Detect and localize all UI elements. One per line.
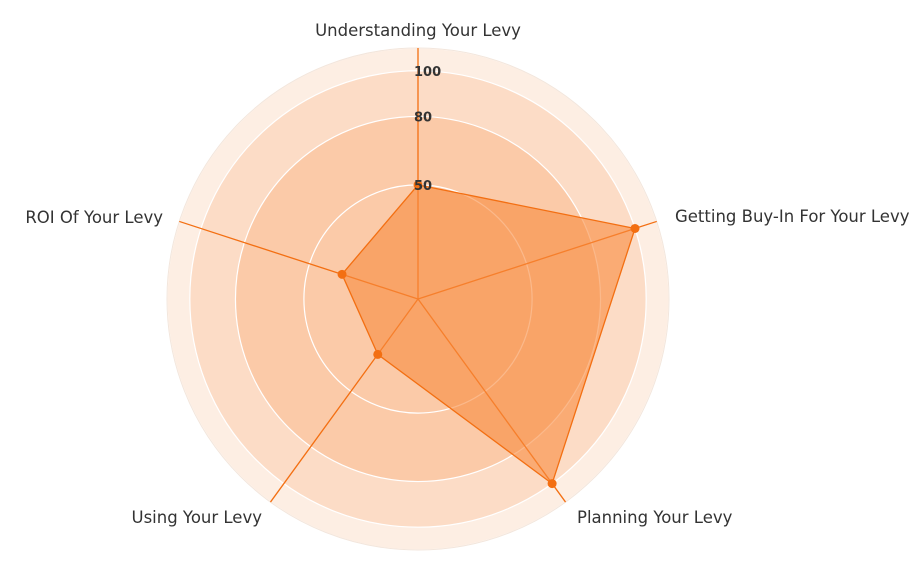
radial-tick-label: 100: [414, 65, 441, 80]
data-point-3: [547, 479, 557, 489]
radar-series: [337, 180, 640, 489]
data-point-5: [337, 269, 347, 279]
axis-label-2: Getting Buy-In For Your Levy: [675, 207, 910, 226]
axis-labels: Understanding Your Levy Getting Buy-In Fo…: [25, 21, 909, 527]
radial-tick-label: 50: [414, 179, 432, 194]
axis-label-5: ROI Of Your Levy: [25, 208, 163, 227]
axis-label-3: Planning Your Levy: [577, 508, 733, 527]
data-point-4: [373, 349, 383, 359]
axis-label-4: Using Your Levy: [132, 508, 263, 527]
axis-label-1: Understanding Your Levy: [315, 21, 521, 40]
series-area: [341, 184, 636, 485]
data-point-1: [413, 180, 423, 190]
radial-tick-label: 80: [414, 110, 432, 125]
data-point-2: [630, 223, 640, 233]
radial-tick-labels: 50 80 100: [414, 65, 441, 194]
